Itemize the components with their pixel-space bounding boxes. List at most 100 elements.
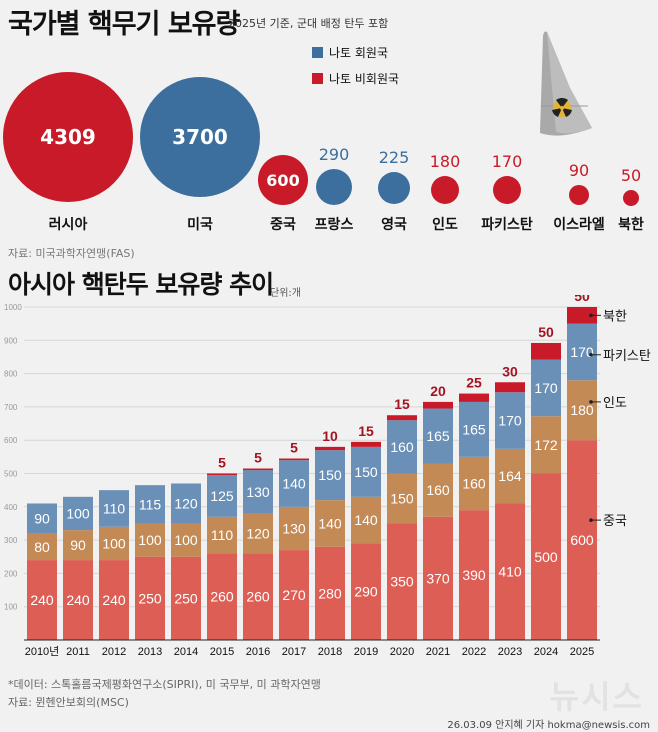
bubble-value: 90 <box>568 161 590 180</box>
bar-value-label: 115 <box>139 496 162 512</box>
bar-value-label: 120 <box>246 525 270 541</box>
bar-value-label: 150 <box>318 467 342 483</box>
bar-value-label: 270 <box>282 587 306 603</box>
bar-segment-중국 <box>171 556 201 640</box>
x-tick-label: 2022 <box>462 646 486 658</box>
y-tick-label: 400 <box>4 503 18 512</box>
bar-segment-인도 <box>315 500 345 547</box>
bar-value-label: 90 <box>70 537 86 553</box>
bar-segment-인도 <box>99 526 129 561</box>
credit: 26.03.09 안지혜 기자 hokma@newsis.com <box>447 720 650 731</box>
bar-value-label: 140 <box>318 515 342 531</box>
series-label-2: 파키스탄 <box>603 348 651 363</box>
x-tick-label: 2010년 <box>25 645 60 658</box>
bar-value-label-nk: 5 <box>290 440 298 456</box>
bubble-value: 50 <box>620 166 642 185</box>
bubble-country-label: 프랑스 <box>314 217 354 233</box>
bar-segment-인도 <box>387 473 417 524</box>
bubble-7 <box>569 185 589 205</box>
y-tick-label: 700 <box>4 403 18 412</box>
bubble-value: 180 <box>429 152 461 171</box>
bar-segment-중국 <box>243 553 273 640</box>
bar-value-label: 110 <box>103 500 126 516</box>
bar-segment-북한 <box>423 401 453 409</box>
bar-value-label: 165 <box>462 421 486 437</box>
bar-segment-북한 <box>279 458 309 461</box>
bubble-8 <box>623 190 639 206</box>
bar-value-label: 600 <box>570 532 594 548</box>
bar-segment-북한 <box>243 468 273 471</box>
y-tick-label: 100 <box>4 603 18 612</box>
bubble-value: 225 <box>378 148 410 167</box>
x-tick-label: 2011 <box>66 646 90 658</box>
bar-segment-파키스탄 <box>315 450 345 501</box>
bar-value-label-nk: 5 <box>218 455 226 471</box>
bar-segment-인도 <box>459 456 489 511</box>
x-tick-label: 2017 <box>282 646 306 658</box>
bar-segment-중국 <box>567 440 597 640</box>
bar-segment-중국 <box>423 516 453 640</box>
legend-swatch-non-nato <box>312 73 323 84</box>
bar-segment-파키스탄 <box>63 496 93 531</box>
y-tick-label: 500 <box>4 470 18 479</box>
bar-segment-북한 <box>351 441 381 447</box>
bar-value-label: 90 <box>34 510 50 526</box>
bar-value-label-nk: 25 <box>466 375 482 391</box>
bar-segment-북한 <box>495 382 525 393</box>
bar-value-label: 100 <box>66 505 90 521</box>
bar-value-label: 390 <box>462 567 486 583</box>
bar-value-label: 250 <box>174 590 198 606</box>
main-title: 국가별 핵무기 보유량 <box>8 9 240 40</box>
bar-value-label: 280 <box>318 585 342 601</box>
legend-nato: 나토 회원국 <box>312 44 388 61</box>
bar-segment-북한 <box>387 415 417 421</box>
bar-segment-파키스탄 <box>351 446 381 497</box>
bar-segment-중국 <box>27 560 57 640</box>
bar-value-label: 110 <box>211 527 234 543</box>
x-tick-label: 2015 <box>210 646 234 658</box>
bubble-country-label: 영국 <box>381 217 407 233</box>
legend-non-nato: 나토 비회원국 <box>312 70 399 87</box>
bubble-6 <box>493 176 521 204</box>
bubble-1: 3700 <box>140 77 260 197</box>
x-tick-label: 2014 <box>174 646 198 658</box>
bar-segment-중국 <box>315 546 345 640</box>
x-tick-label: 2025 <box>570 646 594 658</box>
bubble-country-label: 러시아 <box>48 217 88 233</box>
bar-value-label: 100 <box>174 532 198 548</box>
bar-segment-북한 <box>567 307 597 324</box>
x-tick-label: 2018 <box>318 646 342 658</box>
bubble-value: 290 <box>318 145 350 164</box>
bar-segment-중국 <box>387 523 417 640</box>
bar-segment-중국 <box>279 550 309 640</box>
bar-value-label: 350 <box>390 574 414 590</box>
bar-value-label-nk: 50 <box>574 295 590 304</box>
bar-segment-북한 <box>531 342 561 360</box>
y-tick-label: 800 <box>4 370 18 379</box>
bubble-4 <box>378 172 410 204</box>
bar-segment-파키스탄 <box>495 392 525 449</box>
bar-value-label: 130 <box>246 484 270 500</box>
subtitle: 2025년 기준, 군대 배정 탄두 포함 <box>228 17 389 30</box>
legend-label-nato: 나토 회원국 <box>329 46 389 60</box>
bubble-value: 170 <box>491 152 523 171</box>
bar-segment-중국 <box>207 553 237 640</box>
bar-value-label: 100 <box>138 532 162 548</box>
source-fas: 자료: 미국과학자연맹(FAS) <box>8 247 135 260</box>
bar-segment-인도 <box>495 448 525 504</box>
stacked-bar-chart: 100 200 300 400 500 600 700 800 900 1000 240 80 90 20… <box>4 295 651 658</box>
bubble-country-label: 미국 <box>187 217 213 233</box>
bar-value-label: 170 <box>498 413 522 429</box>
series-label-0: 중국 <box>603 513 627 528</box>
bar-value-label: 160 <box>462 475 486 491</box>
x-tick-label: 2023 <box>498 646 522 658</box>
x-tick-label: 2019 <box>354 646 378 658</box>
bar-value-label: 240 <box>30 592 54 608</box>
bar-value-label: 80 <box>34 539 50 555</box>
section-title: 아시아 핵탄두 보유량 추이 <box>8 270 274 299</box>
bar-value-label-nk: 5 <box>254 450 262 466</box>
y-tick-label: 600 <box>4 436 18 445</box>
bar-value-label-nk: 20 <box>430 383 446 399</box>
bar-value-label: 164 <box>498 468 522 484</box>
bubble-3 <box>316 169 352 205</box>
